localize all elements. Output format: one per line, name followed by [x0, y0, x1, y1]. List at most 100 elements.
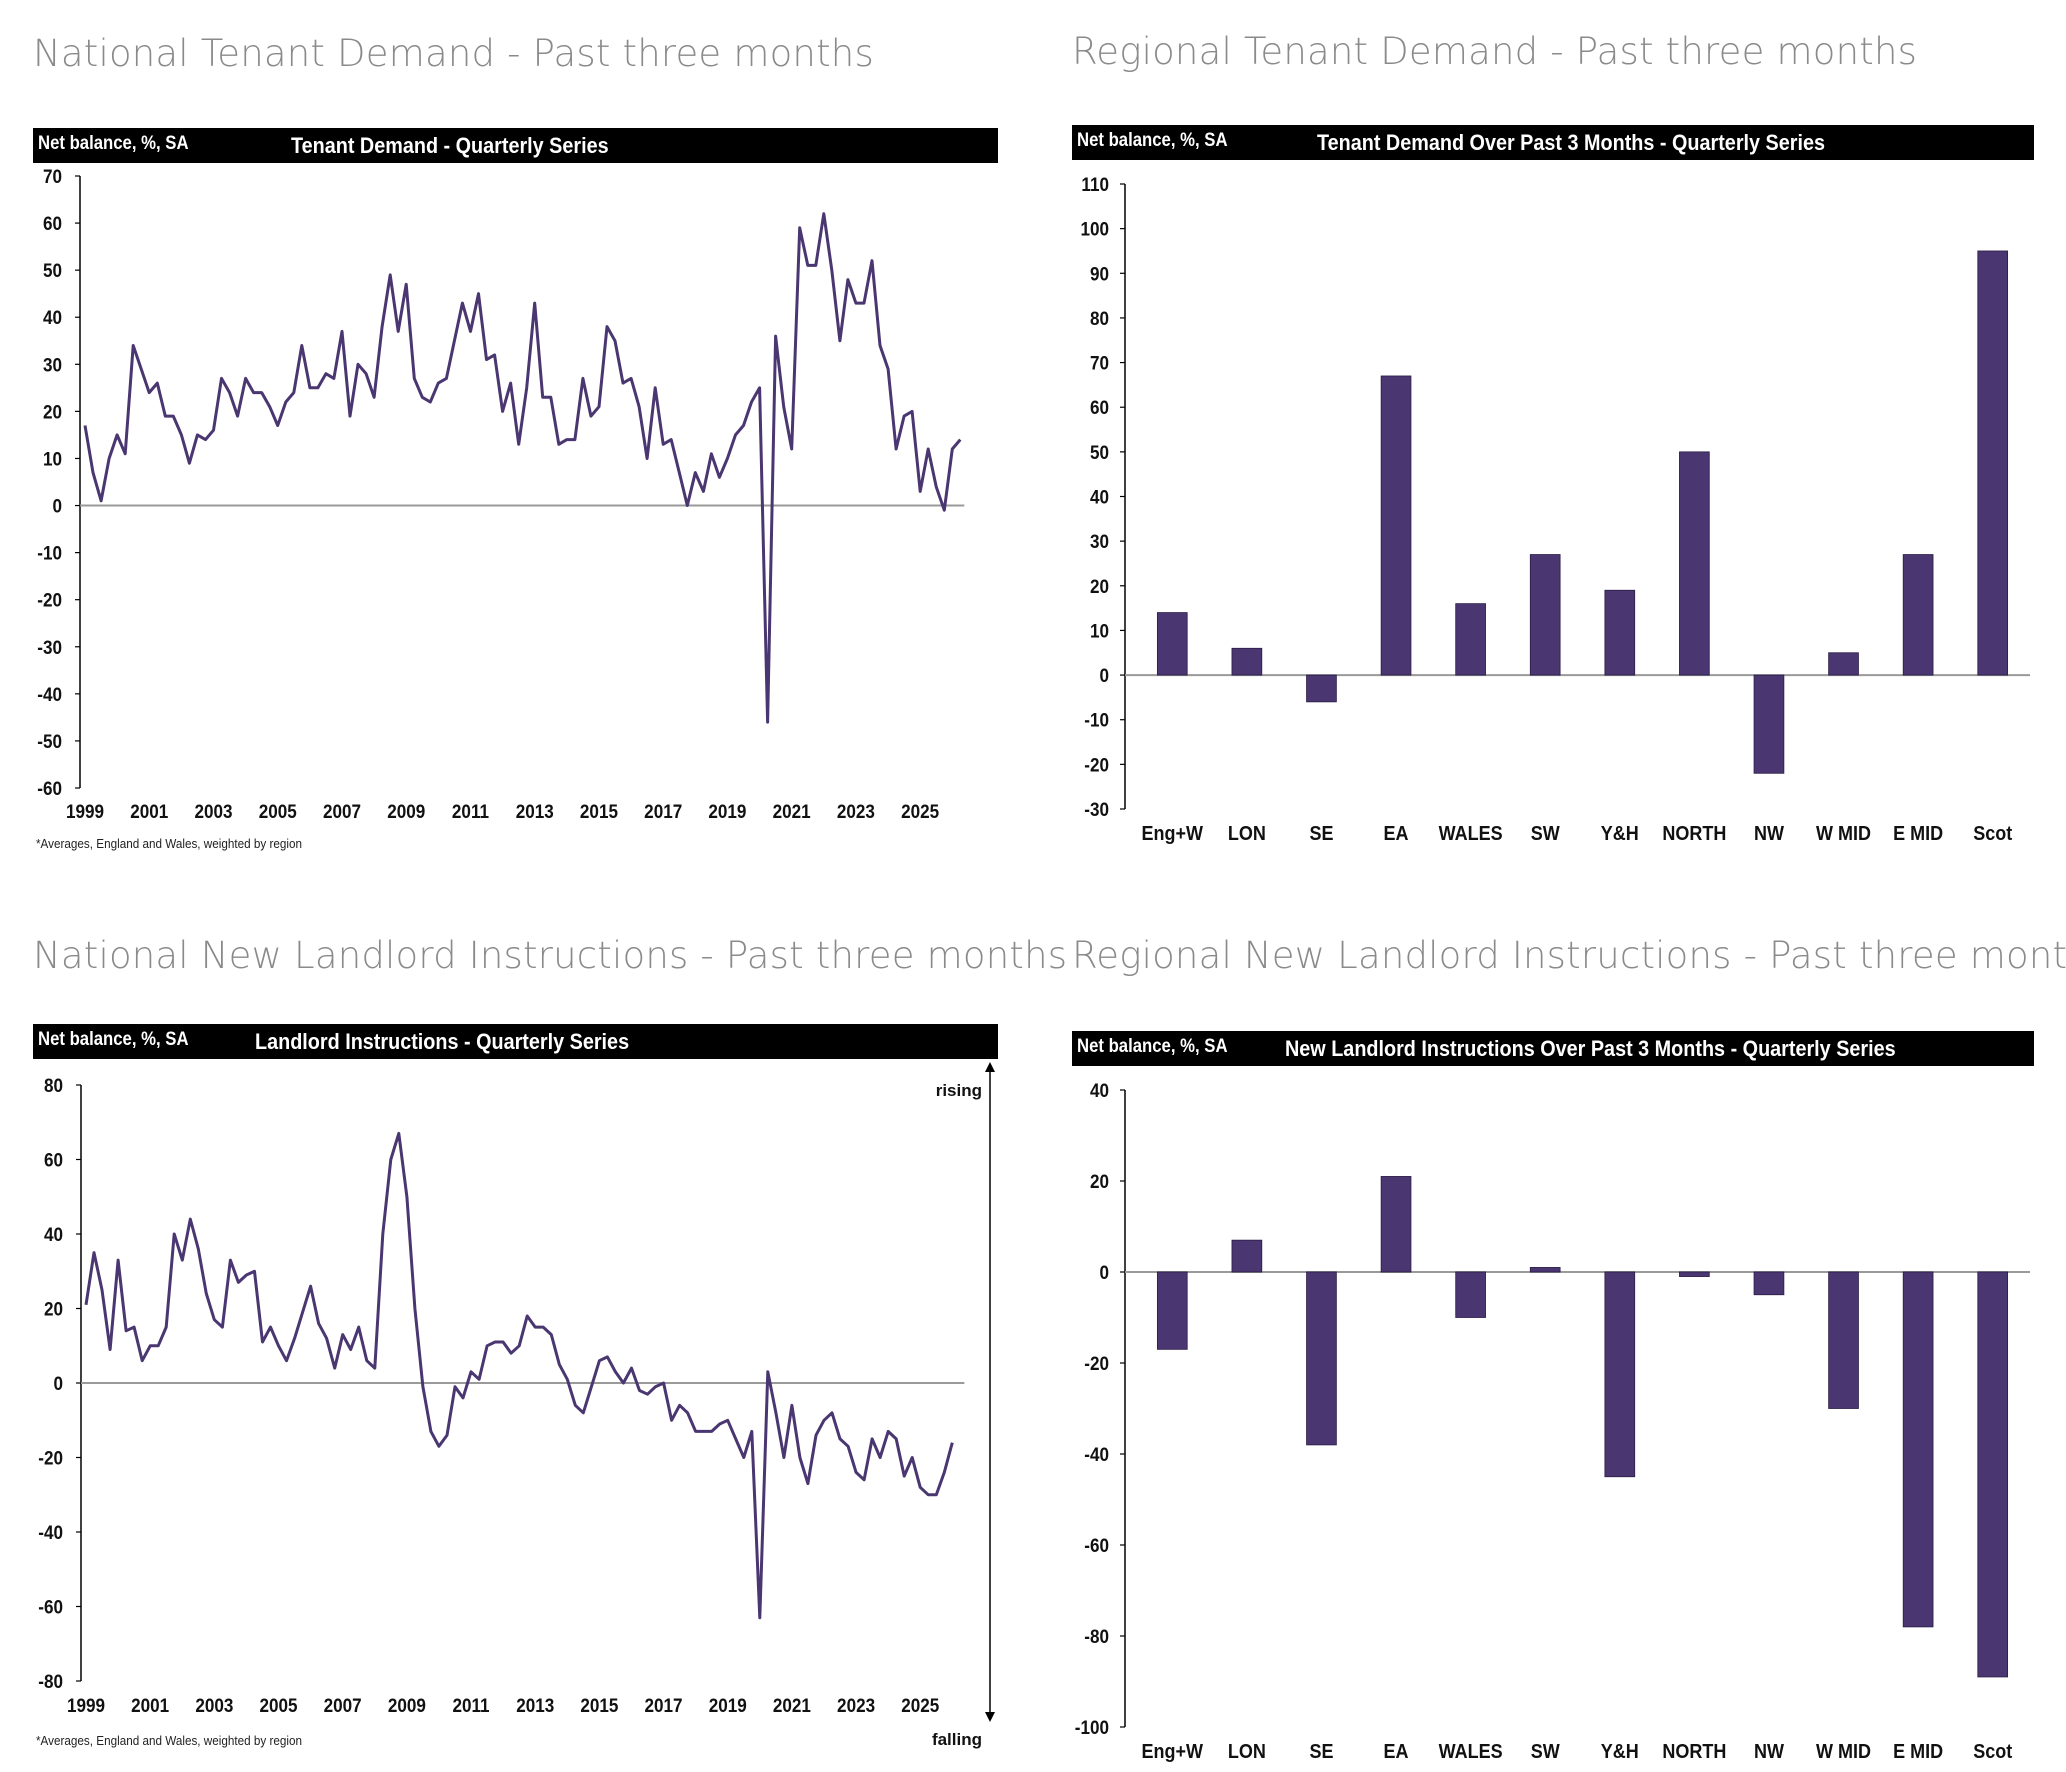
series-line — [83, 212, 962, 724]
y-tick-label: 70 — [43, 166, 62, 187]
y-tick-label: 20 — [44, 1299, 63, 1320]
y-tick-label: 60 — [1090, 397, 1109, 418]
bar — [1679, 451, 1710, 676]
section-title-national-tenant: National Tenant Demand - Past three mont… — [33, 32, 874, 75]
y-tick-label: 0 — [1099, 1262, 1109, 1283]
footnote-national-landlord: *Averages, England and Wales, weighted b… — [36, 1733, 303, 1748]
y-tick-label: -40 — [1084, 1444, 1109, 1465]
y-tick-label: -30 — [37, 637, 62, 658]
units-label: Net balance, %, SA — [1077, 1036, 1228, 1057]
y-tick-label: -30 — [1084, 799, 1109, 820]
bar — [1306, 1271, 1337, 1446]
bar — [1679, 1271, 1710, 1277]
bar — [1455, 1271, 1486, 1318]
x-tick-label: 2009 — [388, 1695, 426, 1716]
falling-label: falling — [932, 1730, 982, 1749]
rising-label: rising — [936, 1081, 982, 1100]
chart-header-national-landlord: Net balance, %, SA Landlord Instructions… — [33, 1024, 998, 1059]
category-label: Scot — [1973, 823, 2013, 845]
bar — [1753, 1271, 1785, 1296]
y-tick-label: -60 — [1084, 1535, 1109, 1556]
y-tick-label: 100 — [1080, 219, 1109, 240]
footnote-national-tenant: *Averages, England and Wales, weighted b… — [36, 836, 303, 851]
y-tick-label: -100 — [1075, 1717, 1109, 1738]
x-tick-label: 1999 — [67, 1695, 105, 1716]
x-tick-label: 2021 — [773, 801, 811, 822]
x-tick-label: 2013 — [516, 801, 554, 822]
units-label: Net balance, %, SA — [38, 133, 189, 154]
x-tick-label: 2023 — [837, 1695, 875, 1716]
category-label: NORTH — [1662, 1741, 1726, 1763]
x-tick-label: 2019 — [709, 1695, 747, 1716]
y-tick-label: 50 — [1090, 442, 1109, 463]
y-tick-label: 0 — [53, 1373, 63, 1394]
y-tick-label: 30 — [1090, 531, 1109, 552]
y-tick-label: 40 — [44, 1224, 63, 1245]
units-label: Net balance, %, SA — [1077, 130, 1228, 151]
bar — [1231, 1239, 1263, 1273]
category-label: EA — [1384, 1741, 1409, 1763]
y-tick-label: -20 — [38, 1448, 63, 1469]
category-label: SE — [1309, 823, 1333, 845]
category-label: NW — [1754, 823, 1784, 845]
x-tick-label: 2025 — [901, 801, 939, 822]
category-label: NORTH — [1662, 823, 1726, 845]
x-tick-label: 1999 — [66, 801, 104, 822]
x-tick-label: 2001 — [130, 801, 168, 822]
bar — [1828, 1271, 1859, 1409]
bar — [1902, 1271, 1934, 1628]
y-tick-label: 50 — [43, 260, 62, 281]
category-label: Eng+W — [1142, 1741, 1204, 1763]
x-tick-label: 2009 — [387, 801, 425, 822]
x-tick-label: 2011 — [452, 801, 489, 822]
y-tick-label: -40 — [38, 1522, 63, 1543]
category-label: E MID — [1893, 1741, 1943, 1763]
x-tick-label: 2007 — [323, 801, 361, 822]
bar — [1529, 554, 1561, 676]
category-label: W MID — [1816, 1741, 1871, 1763]
y-tick-label: -40 — [37, 684, 62, 705]
x-tick-label: 2005 — [260, 1695, 298, 1716]
x-tick-label: 2019 — [708, 801, 746, 822]
x-tick-label: 2015 — [580, 801, 618, 822]
category-label: SE — [1309, 1741, 1333, 1763]
category-label: EA — [1384, 823, 1409, 845]
x-tick-label: 2025 — [901, 1695, 939, 1716]
category-label: W MID — [1816, 823, 1871, 845]
x-tick-label: 2023 — [837, 801, 875, 822]
x-tick-label: 2005 — [259, 801, 297, 822]
category-label: Y&H — [1601, 823, 1639, 845]
y-tick-label: 20 — [1090, 1171, 1109, 1192]
y-tick-label: -10 — [1084, 710, 1109, 731]
x-tick-label: 2001 — [131, 1695, 169, 1716]
y-tick-label: -20 — [1084, 755, 1109, 776]
bar — [1306, 674, 1337, 703]
x-tick-label: 2015 — [580, 1695, 618, 1716]
category-label: Scot — [1973, 1741, 2013, 1763]
y-tick-label: 10 — [43, 449, 62, 470]
x-tick-label: 2017 — [644, 801, 682, 822]
y-tick-label: -50 — [37, 731, 62, 752]
y-tick-label: 40 — [1090, 1080, 1109, 1101]
y-tick-label: -80 — [1084, 1626, 1109, 1647]
arrow-down-icon — [985, 1712, 995, 1722]
category-label: E MID — [1893, 823, 1943, 845]
bar — [1753, 674, 1785, 774]
bar — [1604, 1271, 1636, 1478]
chart-header-regional-tenant: Net balance, %, SA Tenant Demand Over Pa… — [1072, 125, 2034, 160]
bar — [1455, 603, 1486, 676]
bar — [1156, 1271, 1188, 1350]
x-tick-label: 2003 — [195, 1695, 233, 1716]
bar — [1977, 1271, 2009, 1678]
category-label: LON — [1228, 1741, 1266, 1763]
y-tick-label: 20 — [43, 402, 62, 423]
bar — [1977, 250, 2009, 676]
y-tick-label: 60 — [44, 1150, 63, 1171]
bar — [1380, 375, 1412, 676]
category-label: SW — [1531, 1741, 1560, 1763]
y-tick-label: -60 — [37, 778, 62, 799]
chart-title: Landlord Instructions - Quarterly Series — [255, 1029, 630, 1054]
y-tick-label: 90 — [1090, 263, 1109, 284]
